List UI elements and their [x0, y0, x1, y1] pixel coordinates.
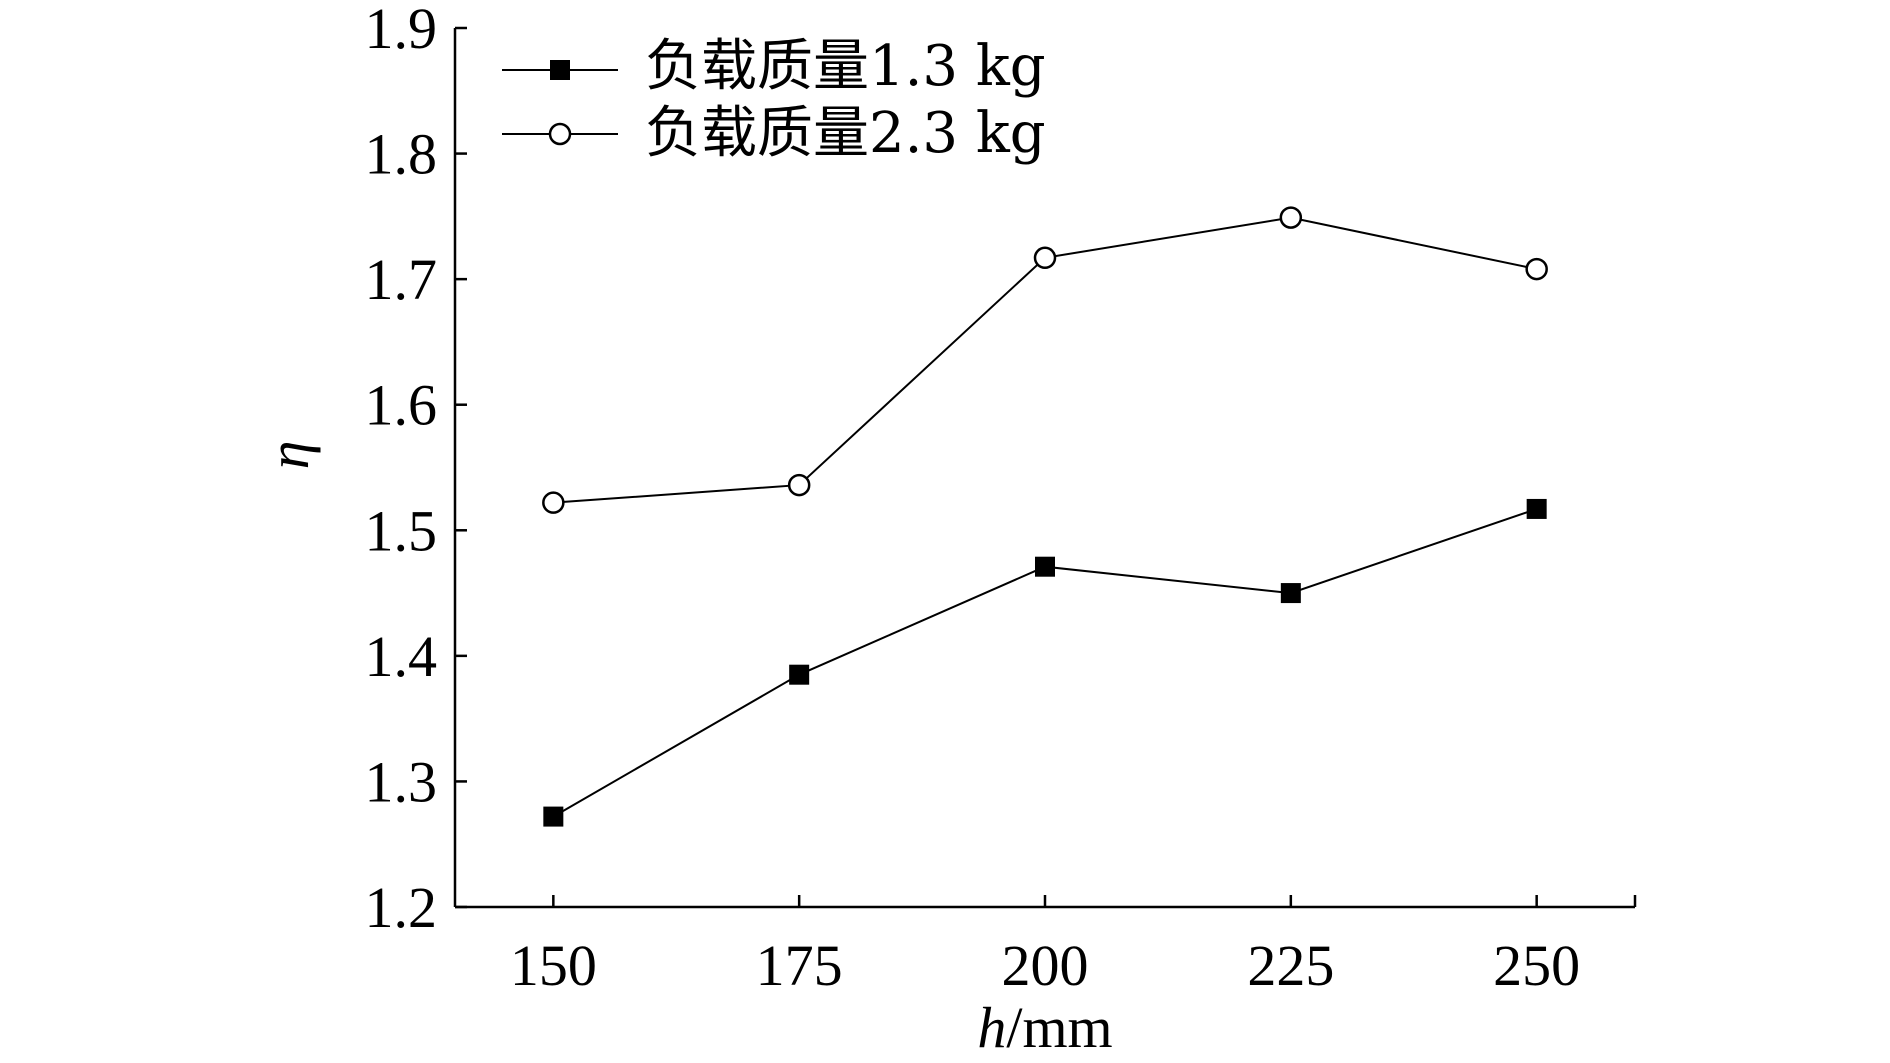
legend-marker-1	[550, 60, 570, 80]
series-1-point	[543, 806, 564, 827]
series-2-point	[1525, 257, 1548, 281]
x-tick-label: 200	[1002, 933, 1089, 998]
y-tick-label: 1.4	[365, 624, 438, 689]
series-1-line	[552, 507, 1537, 818]
x-tick-label: 225	[1247, 933, 1334, 998]
x-tick-label: 175	[756, 933, 843, 998]
y-tick-label: 1.3	[365, 749, 438, 814]
y-tick-label: 1.9	[365, 0, 438, 61]
x-axis-title: h/mm	[977, 995, 1112, 1060]
x-ticks: 150 175 200 225 250	[510, 895, 1637, 998]
legend-label-2: 负载质量2.3 kg	[645, 101, 1046, 166]
x-tick-label: 150	[510, 933, 597, 998]
y-axis-title: η	[256, 441, 321, 470]
y-tick-label: 1.7	[365, 247, 438, 312]
series-1-point	[789, 664, 810, 685]
y-tick-label: 1.6	[365, 373, 438, 438]
legend-label-1: 负载质量1.3 kg	[645, 34, 1046, 99]
y-tick-label: 1.8	[365, 122, 438, 187]
y-tick-label: 1.5	[365, 498, 438, 563]
series-1-point	[1280, 583, 1301, 604]
series-2-point	[787, 473, 811, 497]
series-2-point	[542, 491, 565, 514]
y-tick-label: 1.2	[365, 875, 438, 940]
x-axis-title-variable: h	[977, 995, 1006, 1060]
series-1-point	[1035, 556, 1055, 577]
legend: 负载质量1.3 kg 负载质量2.3 kg	[502, 34, 1046, 166]
legend-marker-2	[548, 122, 572, 146]
series-layer	[542, 206, 1548, 827]
x-tick-label: 250	[1493, 933, 1580, 998]
series-2-point	[1033, 246, 1057, 270]
series-2-point	[1279, 206, 1303, 229]
series-1-point	[1526, 498, 1547, 519]
x-axis-title-unit: /mm	[1006, 995, 1112, 1060]
y-ticks: 1.2 1.3 1.4 1.5 1.6 1.7 1.8 1.9	[365, 0, 467, 940]
